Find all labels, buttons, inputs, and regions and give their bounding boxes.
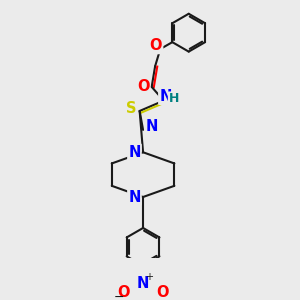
Text: N: N	[128, 145, 141, 160]
Text: O: O	[150, 38, 162, 53]
Text: N: N	[128, 190, 141, 205]
Text: S: S	[126, 101, 136, 116]
Text: N: N	[159, 89, 172, 104]
Text: O: O	[117, 285, 130, 300]
Text: N: N	[146, 119, 158, 134]
Text: O: O	[157, 285, 169, 300]
Text: O: O	[137, 79, 149, 94]
Text: N: N	[137, 275, 149, 290]
Text: +: +	[145, 272, 153, 282]
Text: H: H	[169, 92, 179, 105]
Text: −: −	[114, 291, 124, 300]
